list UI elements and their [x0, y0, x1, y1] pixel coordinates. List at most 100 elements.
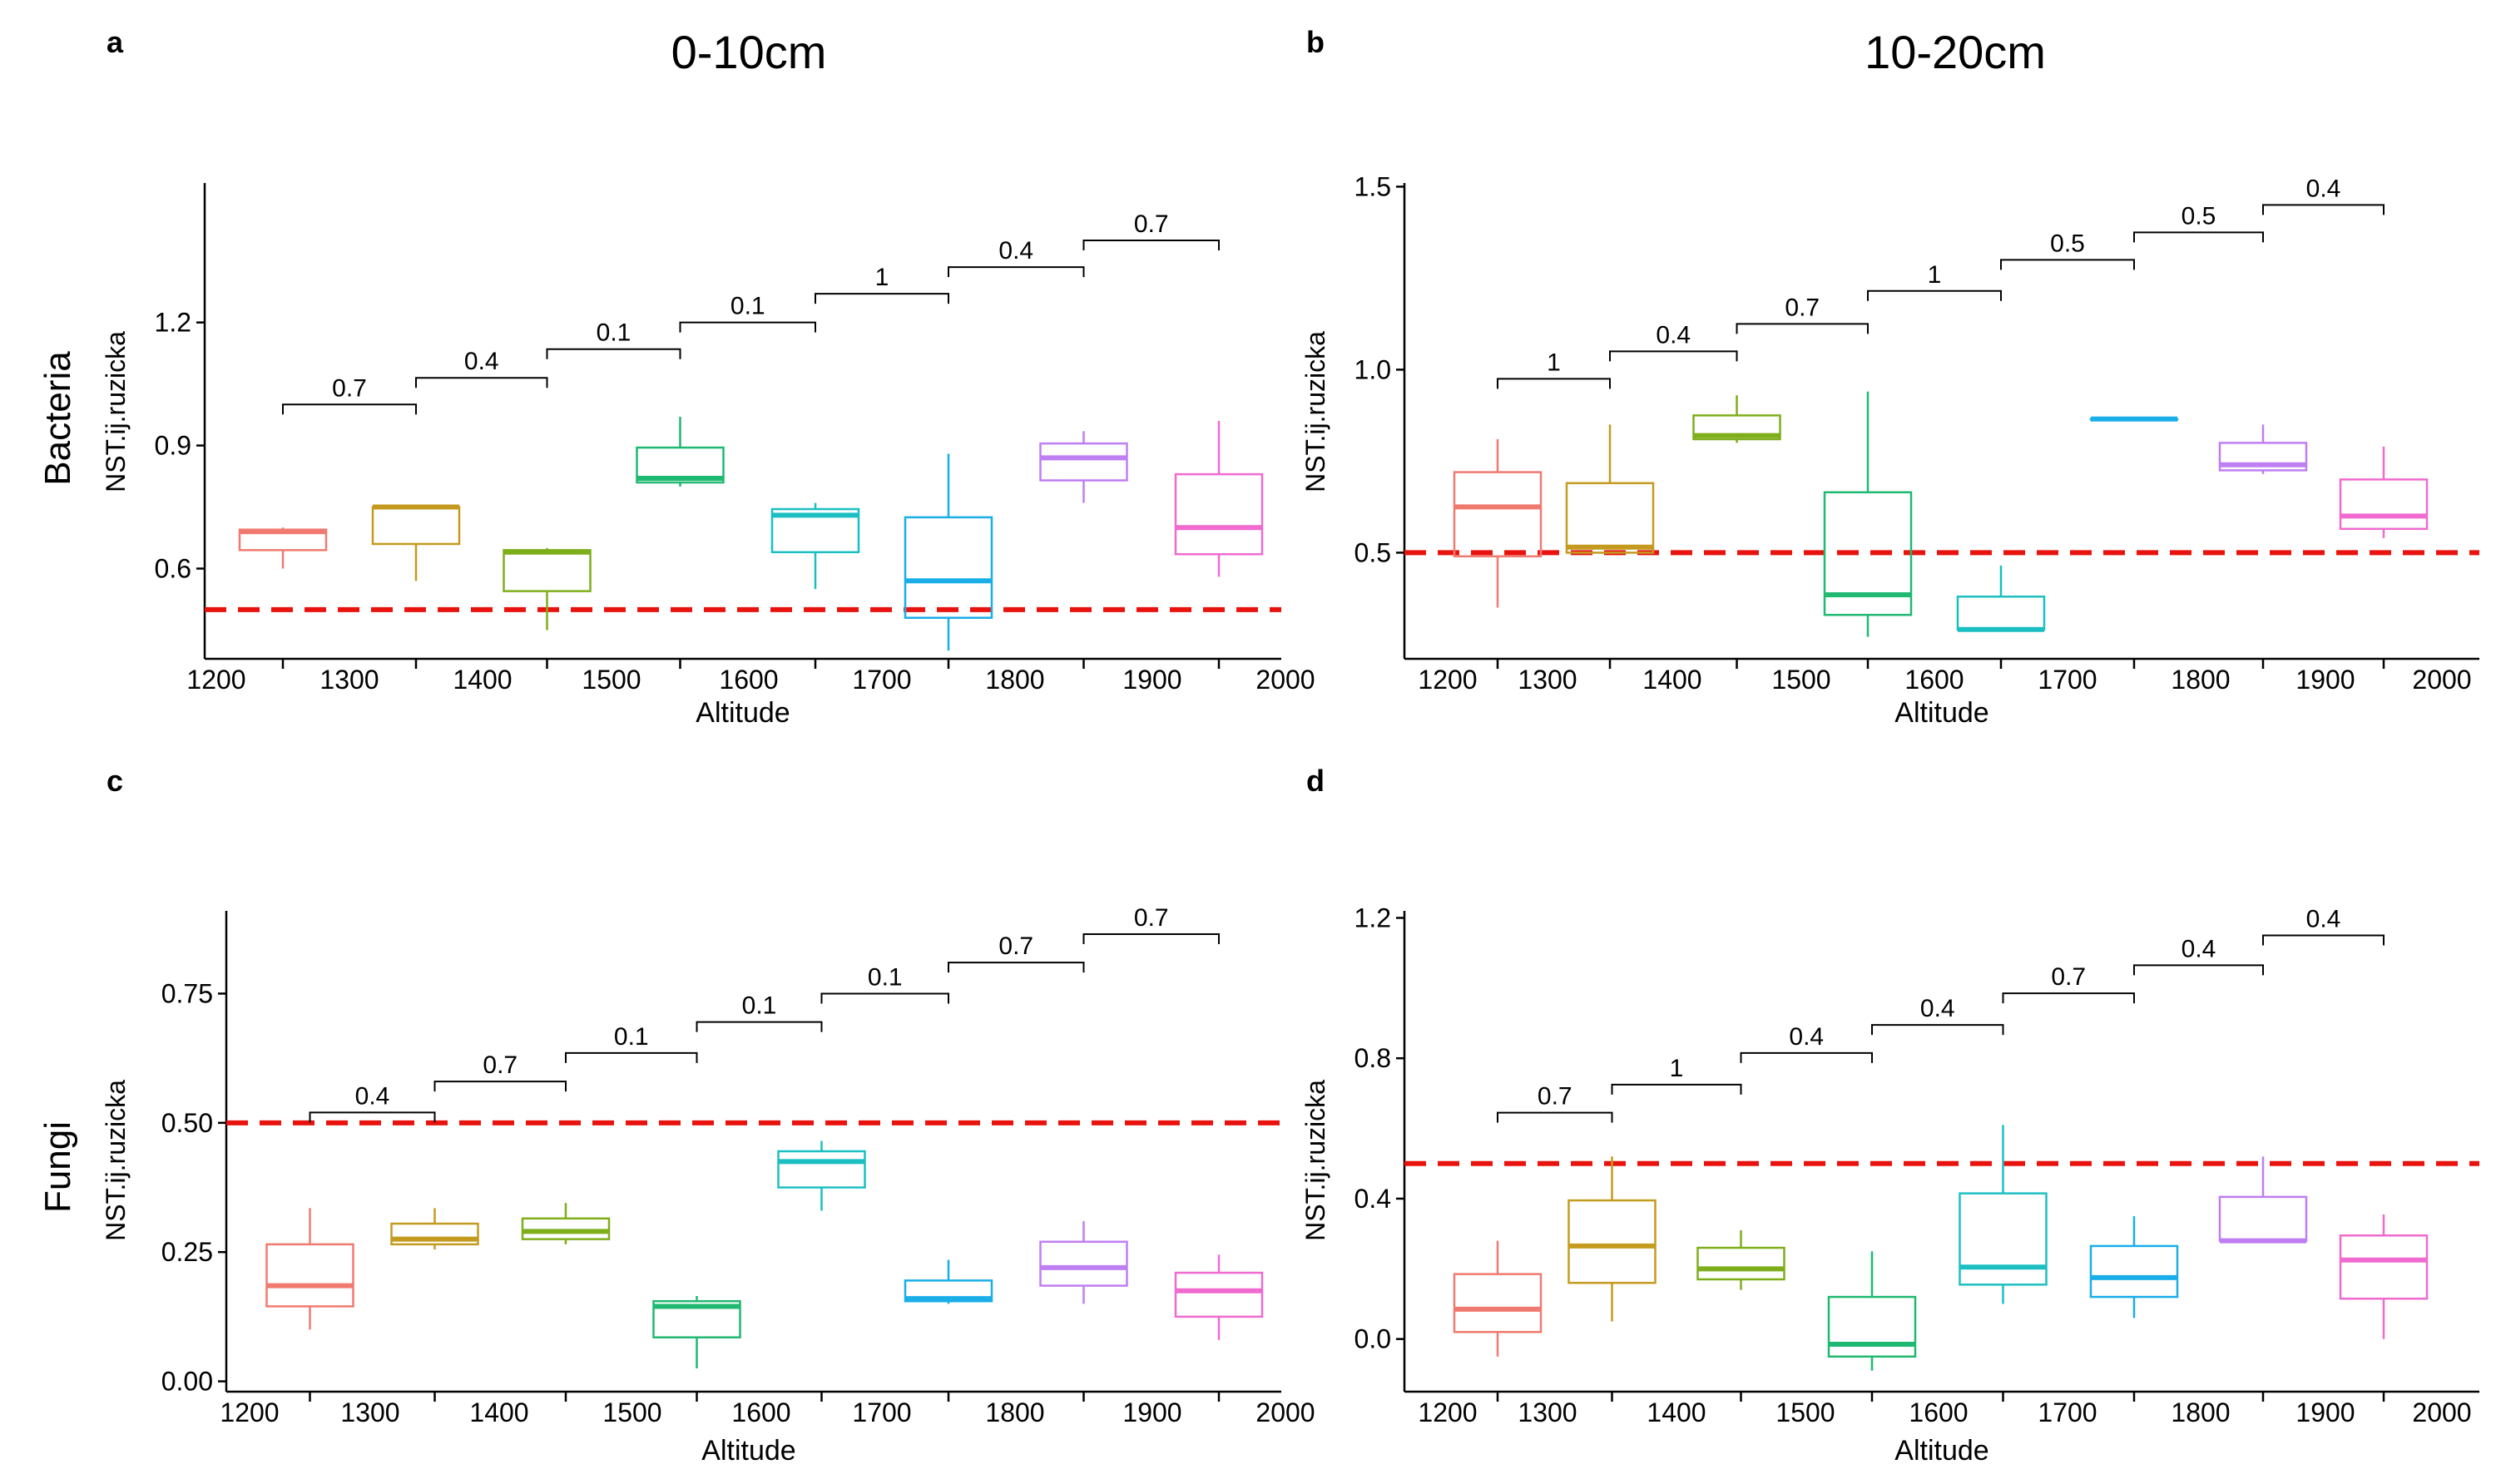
box-iqr: [2218, 1195, 2308, 1242]
bracket-line: [679, 321, 816, 333]
box-iqr: [1956, 595, 2046, 631]
bracket-line: [1867, 289, 2002, 301]
x-tick-label: 2000: [1255, 1397, 1315, 1427]
x-tick-label: 1700: [852, 665, 911, 695]
x-tick-label: 1200: [186, 665, 245, 695]
x-tick-label: 1900: [2295, 665, 2355, 695]
x-tick-label: 1300: [319, 665, 379, 695]
x-axis-label: Altitude: [701, 1435, 795, 1467]
bracket-line: [1740, 1051, 1873, 1063]
x-tick-label: 1200: [220, 1397, 279, 1427]
comparison-bracket: 0.4: [1609, 321, 1738, 362]
bracket-label: 1: [875, 264, 889, 291]
box-1850: [2218, 424, 2308, 474]
y-tick-label: 1.0: [1354, 354, 1391, 384]
bracket-line: [1082, 932, 1220, 944]
box-1350: [1567, 1156, 1657, 1322]
y-tick-label: 1.2: [155, 308, 191, 338]
bracket-line: [282, 403, 417, 415]
bracket-line: [1871, 1024, 2004, 1036]
comparison-bracket: 0.1: [820, 963, 949, 1004]
bracket-line: [565, 1051, 698, 1063]
x-tick-label: 1600: [731, 1397, 790, 1427]
bracket-line: [415, 377, 548, 388]
bracket-line: [1736, 323, 1869, 334]
y-tick-label: 1.2: [1354, 903, 1391, 932]
box-1250: [238, 527, 328, 569]
x-tick-label: 1700: [2038, 665, 2097, 695]
bracket-line: [696, 1021, 823, 1032]
box-iqr: [1039, 442, 1128, 482]
bracket-label: 0.7: [1785, 294, 1820, 321]
comparison-bracket: 0.1: [565, 1023, 698, 1063]
box-1450: [1696, 1229, 1785, 1290]
x-tick-label: 1900: [2295, 1397, 2355, 1427]
x-tick-label: 1800: [985, 665, 1044, 695]
x-tick-label: 1300: [1518, 1397, 1577, 1427]
bracket-label: 0.4: [998, 237, 1033, 265]
box-iqr: [1823, 491, 1913, 616]
bracket-label: 0.7: [1538, 1083, 1572, 1111]
x-axis-label: Altitude: [1894, 1435, 1988, 1467]
y-tick-label: 0.4: [1354, 1184, 1391, 1214]
y-axis-label: NST.ij.ruzicka: [101, 331, 131, 492]
comparison-bracket: 0.4: [2262, 906, 2385, 946]
box-1250: [265, 1208, 354, 1330]
box-iqr: [1039, 1240, 1128, 1287]
bracket-label: 0.1: [742, 992, 777, 1020]
box-iqr: [1696, 1246, 1785, 1281]
comparison-bracket: 0.7: [282, 374, 417, 415]
comparison-bracket: 0.4: [309, 1082, 436, 1123]
box-iqr: [1959, 1192, 2048, 1286]
box-iqr: [1174, 472, 1264, 556]
panel-a: 0.6 0.9 1.2 1200 1300 1400 1500 1600 1700 1800 190…: [101, 183, 1315, 729]
comparison-bracket: 0.4: [2133, 935, 2264, 976]
box-iqr: [1567, 1199, 1657, 1284]
bracket-label: 0.7: [1134, 904, 1169, 932]
comparison-bracket: 0.1: [546, 319, 681, 359]
x-tick-label: 1500: [582, 665, 641, 695]
bracket-label: 0.7: [483, 1051, 518, 1079]
x-tick-label: 1500: [1775, 1397, 1835, 1427]
x-tick-label: 1700: [852, 1397, 911, 1427]
x-tick-label: 1400: [453, 665, 512, 695]
box-iqr: [2339, 1234, 2429, 1300]
comparison-bracket: 0.7: [433, 1051, 567, 1092]
x-tick-label: 1900: [1122, 665, 1181, 695]
bracket-label: 0.7: [998, 932, 1033, 960]
bracket-label: 0.7: [332, 374, 367, 402]
box-iqr: [1692, 414, 1781, 441]
box-iqr: [2339, 478, 2429, 531]
x-tick-label: 1300: [1518, 665, 1577, 695]
box-1950: [1174, 1254, 1264, 1340]
box-iqr: [904, 1279, 993, 1303]
bracket-label: 0.1: [597, 319, 631, 347]
comparison-bracket: 1: [1867, 261, 2002, 301]
x-tick-label: 1500: [602, 1397, 661, 1427]
bracket-label: 0.4: [1789, 1023, 1824, 1051]
x-tick-label: 1500: [1771, 665, 1830, 695]
box-1350: [390, 1208, 479, 1250]
bracket-label: 0.4: [355, 1082, 390, 1110]
box-1850: [2218, 1156, 2308, 1244]
comparison-bracket: 0.1: [679, 293, 816, 333]
panel-letter-c: c: [106, 764, 124, 798]
box-1650: [1959, 1125, 2048, 1304]
comparison-bracket: 1: [1497, 349, 1611, 389]
bracket-line: [1497, 1111, 1613, 1123]
x-tick-label: 1300: [340, 1397, 399, 1427]
y-tick-label: 0.5: [1354, 537, 1391, 567]
comparison-bracket: 0.7: [1082, 210, 1220, 251]
bracket-line: [1609, 350, 1738, 362]
bracket-line: [2262, 204, 2385, 215]
box-iqr: [503, 549, 592, 592]
y-axis-label: NST.ij.ruzicka: [1300, 1080, 1330, 1241]
box-1550: [652, 1296, 741, 1369]
y-tick-label: 1.5: [1354, 171, 1391, 201]
box-iqr: [770, 507, 860, 554]
comparison-bracket: 0.4: [2262, 175, 2385, 215]
bracket-line: [815, 293, 949, 304]
x-axis-label: Altitude: [1894, 697, 1988, 729]
box-1350: [371, 504, 461, 581]
bracket-line: [2262, 934, 2385, 946]
